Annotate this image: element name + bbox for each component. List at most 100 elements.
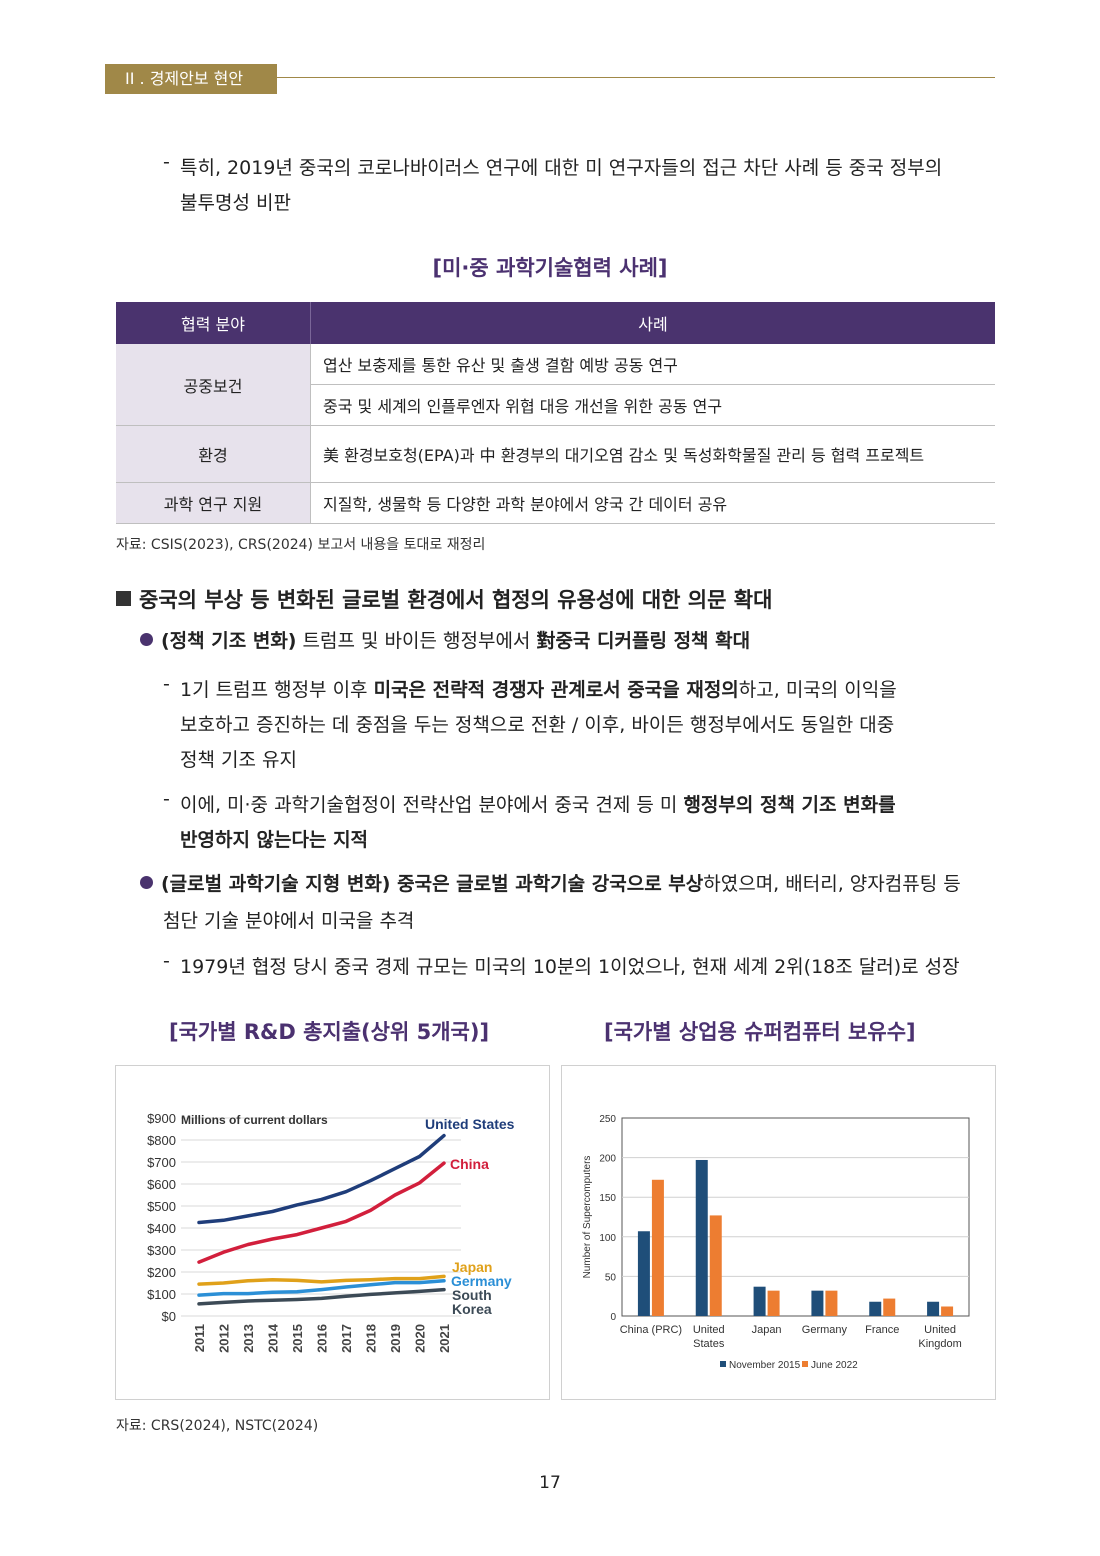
bullet-landscape: (글로벌 과학기술 지형 변화) 중국은 글로벌 과학기술 강국으로 부상하였으… <box>140 869 961 896</box>
header-field: 협력 분야 <box>116 302 311 344</box>
cooperation-table: 협력 분야 사례 공중보건 엽산 보충제를 통한 유산 및 출생 결함 예방 공… <box>116 302 995 524</box>
bar <box>637 1231 650 1316</box>
x-tick-label: States <box>693 1338 725 1350</box>
supercomputer-bar-chart: 0 50 100 150 200 250 Number of Supercomputers C… <box>582 1114 970 1371</box>
bullet-bold-label: (글로벌 과학기술 지형 변화) 중국은 글로벌 과학기술 강국으로 부상 <box>161 873 704 895</box>
category-cell: 과학 연구 지원 <box>116 482 311 524</box>
series-line <box>197 1279 446 1297</box>
table-source: 자료: CSIS(2023), CRS(2024) 보고서 내용을 토대로 재정… <box>116 537 486 553</box>
x-tick-label: Japan <box>752 1324 782 1336</box>
y-tick-label: 0 <box>610 1312 616 1323</box>
x-tick-label: France <box>865 1324 899 1336</box>
x-tick-label: 2011 <box>192 1324 207 1352</box>
x-tick-label: 2013 <box>241 1324 256 1353</box>
x-tick-label: 2020 <box>413 1324 428 1353</box>
page-number: 17 <box>539 1473 561 1493</box>
series-line <box>197 1133 446 1225</box>
section-heading-text: 중국의 부상 등 변화된 글로벌 환경에서 협정의 유용성에 대한 의문 확대 <box>139 588 773 612</box>
sub-line: 정책 기조 유지 <box>180 749 297 771</box>
chart-title-supercomputer: [국가별 상업용 슈퍼컴퓨터 보유수] <box>604 1020 916 1044</box>
sub-text: 이에, 미·중 과학기술협정이 전략산업 분야에서 중국 견제 등 미 <box>180 794 684 816</box>
bullet-policy: (정책 기조 변화) 트럼프 및 바이든 행정부에서 對중국 디커플링 정책 확… <box>140 626 750 653</box>
y-tick-label: 100 <box>599 1233 616 1244</box>
chart-source: 자료: CRS(2024), NSTC(2024) <box>116 1418 319 1434</box>
y-axis-label: Number of Supercomputers <box>582 1156 593 1279</box>
sub-line: 이에, 미·중 과학기술협정이 전략산업 분야에서 중국 견제 등 미 행정부의… <box>180 788 896 823</box>
y-tick-label: $200 <box>147 1265 176 1280</box>
y-tick-label: $0 <box>162 1309 176 1324</box>
legend-label: June 2022 <box>811 1360 858 1371</box>
bullet-text: 트럼프 및 바이든 행정부에서 <box>296 630 537 652</box>
series-label: Germany <box>451 1273 512 1289</box>
bar <box>825 1290 838 1316</box>
x-tick-label: 2017 <box>339 1324 354 1353</box>
y-tick-label: $100 <box>147 1287 176 1302</box>
table-title: [미·중 과학기술협력 사례] <box>432 256 668 280</box>
y-tick-label: 250 <box>599 1114 616 1125</box>
legend-swatch <box>720 1361 726 1367</box>
sub-bold: 미국은 전략적 경쟁자 관계로서 중국을 재정의 <box>373 679 739 701</box>
series-label: United States <box>425 1116 515 1132</box>
y-tick-label: 200 <box>599 1154 616 1165</box>
sub-line: 1기 트럼프 행정부 이후 미국은 전략적 경쟁자 관계로서 중국을 재정의하고… <box>180 673 897 708</box>
header-case: 사례 <box>310 302 995 344</box>
case-cell: 美 환경보호청(EPA)과 中 환경부의 대기오염 감소 및 독성화학물질 관리… <box>310 425 995 483</box>
series-label: South <box>452 1287 492 1303</box>
rd-line-chart: $0 $100 $200 $300 $400 $500 $600 $700 $800 $900 Mi… <box>147 1111 515 1353</box>
dash-marker: - <box>163 788 170 810</box>
section-tag: II . 경제안보 현안 <box>105 64 277 94</box>
x-tick-label: 2014 <box>266 1323 281 1353</box>
category-cell: 환경 <box>116 425 311 483</box>
y-tick-label: $400 <box>147 1221 176 1236</box>
bar <box>709 1215 722 1316</box>
bar <box>941 1306 954 1316</box>
intro-line-2: 불투명성 비판 <box>180 192 291 214</box>
section-heading: 중국의 부상 등 변화된 글로벌 환경에서 협정의 유용성에 대한 의문 확대 <box>116 584 772 614</box>
y-tick-label: $700 <box>147 1155 176 1170</box>
sub-text: 1기 트럼프 행정부 이후 <box>180 679 374 701</box>
bar <box>767 1290 780 1316</box>
category-cell: 공중보건 <box>116 344 311 426</box>
bullet-line: 첨단 기술 분야에서 미국을 추격 <box>163 910 415 932</box>
y-tick-label: 50 <box>605 1272 617 1283</box>
sub-line: 1979년 협정 당시 중국 경제 규모는 미국의 10분의 1이었으나, 현재… <box>180 956 960 978</box>
table-row: 환경 美 환경보호청(EPA)과 中 환경부의 대기오염 감소 및 독성화학물질… <box>116 425 995 483</box>
legend-label: November 2015 <box>729 1360 801 1371</box>
supercomputer-chart-frame: 0 50 100 150 200 250 Number of Supercomputers C… <box>561 1065 996 1400</box>
x-tick-label: 2021 <box>437 1324 452 1353</box>
sub-bold: 반영하지 않는다는 지적 <box>180 829 369 851</box>
chart-unit-label: Millions of current dollars <box>181 1113 328 1127</box>
header-divider <box>277 77 995 78</box>
series-line <box>197 1287 446 1306</box>
x-tick-label: Kingdom <box>918 1338 961 1350</box>
dash-marker: - <box>163 673 170 695</box>
table-row: 과학 연구 지원 지질학, 생물학 등 다양한 과학 분야에서 양국 간 데이터… <box>116 482 995 524</box>
x-tick-label: United <box>693 1324 725 1336</box>
x-tick-label: 2018 <box>364 1324 379 1353</box>
table-header-row: 협력 분야 사례 <box>116 302 995 344</box>
x-tick-label: China (PRC) <box>620 1324 682 1336</box>
table-row: 공중보건 엽산 보충제를 통한 유산 및 출생 결함 예방 공동 연구 <box>116 344 995 426</box>
bar <box>695 1159 708 1316</box>
y-tick-label: $900 <box>147 1111 176 1126</box>
y-tick-label: 150 <box>599 1193 616 1204</box>
case-cell: 지질학, 생물학 등 다양한 과학 분야에서 양국 간 데이터 공유 <box>310 482 995 524</box>
x-tick-label: 2019 <box>388 1324 403 1353</box>
square-bullet-icon <box>116 591 131 606</box>
x-tick-label: United <box>924 1324 956 1336</box>
x-tick-label: 2016 <box>315 1324 330 1353</box>
case-cell: 중국 및 세계의 인플루엔자 위협 대응 개선을 위한 공동 연구 <box>310 384 995 426</box>
bar <box>753 1286 766 1316</box>
x-tick-label: 2012 <box>217 1324 232 1353</box>
rd-chart-frame: $0 $100 $200 $300 $400 $500 $600 $700 $800 $900 Mi… <box>115 1065 550 1400</box>
chart-title-rd: [국가별 R&D 총지출(상위 5개국)] <box>169 1020 490 1044</box>
y-tick-label: $800 <box>147 1133 176 1148</box>
bar <box>927 1301 940 1316</box>
series-line <box>197 1274 446 1286</box>
sub-line: 보호하고 증진하는 데 중점을 두는 정책으로 전환 / 이후, 바이든 행정부… <box>180 714 895 736</box>
bar <box>651 1179 664 1316</box>
legend-swatch <box>802 1361 808 1367</box>
circle-bullet-icon <box>140 876 153 889</box>
y-tick-label: $300 <box>147 1243 176 1258</box>
bar <box>869 1301 882 1316</box>
